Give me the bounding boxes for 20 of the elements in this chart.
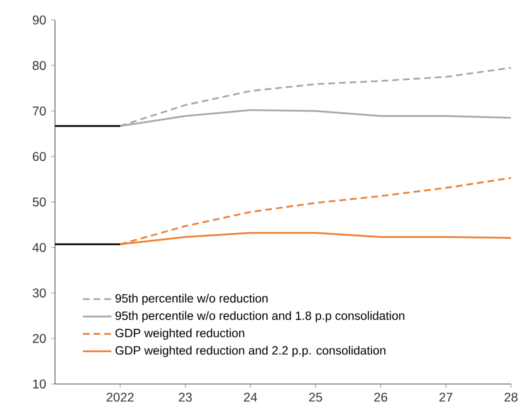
x-tick-label: 28 bbox=[504, 392, 518, 402]
x-tick-label: 27 bbox=[439, 392, 452, 402]
legend-label: GDP weighted reduction and 2.2 p.p. consolidation bbox=[116, 346, 386, 358]
x-tick-label: 26 bbox=[374, 392, 388, 402]
legend-label: GDP weighted reduction bbox=[116, 328, 244, 340]
x-tick-label: 24 bbox=[244, 392, 258, 402]
legend-label: 95th percentile w/o reduction and 1.8 p.p consolidation bbox=[115, 311, 404, 322]
y-tick-label: 60 bbox=[32, 152, 46, 161]
y-tick-label: 80 bbox=[32, 61, 46, 70]
x-tick-label: 2022 bbox=[106, 392, 134, 402]
y-tick-label: 10 bbox=[33, 380, 46, 388]
x-tick-label: 23 bbox=[178, 392, 192, 402]
x-tick-label: 25 bbox=[309, 392, 322, 402]
legend-label: 95th percentile w/o reduction bbox=[115, 294, 268, 305]
y-tick-label: 40 bbox=[32, 243, 46, 252]
y-tick-label: 50 bbox=[32, 198, 46, 206]
y-tick-label: 90 bbox=[32, 16, 46, 24]
y-tick-label: 70 bbox=[32, 106, 46, 116]
y-tick-label: 30 bbox=[32, 288, 46, 298]
y-tick-label: 20 bbox=[32, 334, 46, 343]
